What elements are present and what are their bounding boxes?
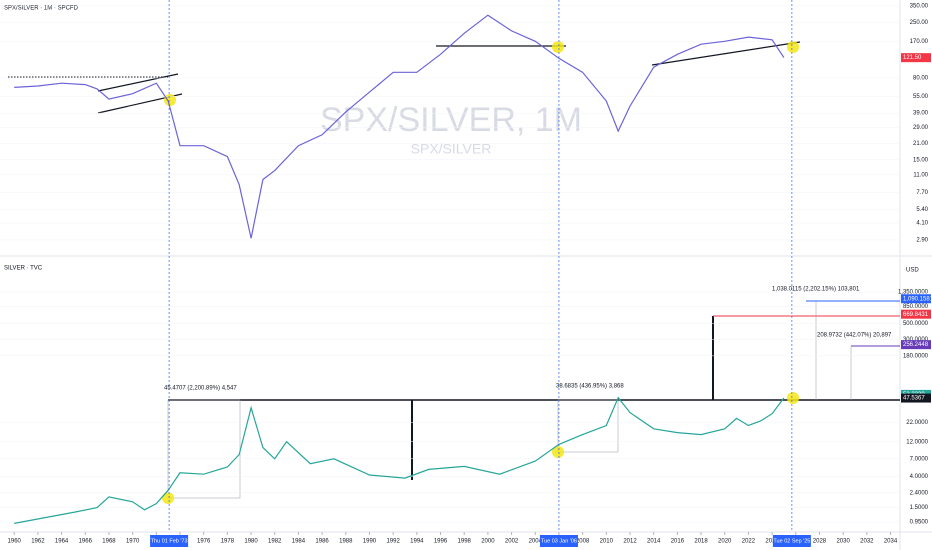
- highlight-circle: [787, 41, 799, 53]
- y-tick-label: 7.70: [916, 190, 928, 196]
- date-marker-box: [539, 535, 578, 547]
- measure-label: 208.9732 (442.07%) 20,897: [817, 333, 892, 339]
- price-label-box: [901, 309, 931, 319]
- x-tick-label: 2008: [576, 539, 590, 545]
- x-tick-label: 1976: [197, 539, 211, 545]
- y-tick-label: 250.00: [910, 20, 929, 26]
- x-tick-label: 1964: [55, 539, 69, 545]
- pane-title: SILVER · TVC: [4, 266, 43, 272]
- price-label-box: [901, 53, 931, 63]
- x-tick-label: 2028: [813, 539, 827, 545]
- x-tick-label: 2012: [623, 539, 637, 545]
- x-tick-label: 2010: [600, 539, 614, 545]
- y-tick-label: 170.00: [910, 39, 929, 45]
- x-tick-label: 1960: [8, 539, 22, 545]
- price-label: 47.5367: [903, 396, 925, 402]
- y-tick-label: 80.00: [913, 76, 929, 82]
- highlight-circle: [164, 94, 176, 106]
- x-tick-label: 2000: [481, 539, 495, 545]
- x-tick-label: 1984: [292, 539, 306, 545]
- price-line: [14, 396, 785, 524]
- highlight-circle: [552, 41, 564, 53]
- x-tick-label: 1962: [31, 539, 45, 545]
- y-tick-label: 21.00: [913, 141, 929, 147]
- date-marker-box: [772, 535, 811, 547]
- x-tick-label: 2002: [505, 539, 519, 545]
- x-tick-label: 2034: [884, 539, 898, 545]
- y-tick-label: 39.00: [913, 111, 929, 117]
- price-label: 256.2448: [903, 342, 929, 348]
- y-tick-label: 1,350.0000: [898, 290, 929, 296]
- watermark-sub: SPX/SILVER: [411, 141, 492, 157]
- trend-line: [651, 41, 801, 66]
- price-label-box: [901, 294, 931, 304]
- y-tick-label: 1.5000: [910, 505, 929, 511]
- highlight-circle: [787, 392, 799, 404]
- price-label: 121.50: [903, 55, 922, 61]
- x-tick-label: 2024: [765, 539, 779, 545]
- date-marker-box: [150, 535, 189, 547]
- measure-box: [557, 399, 619, 453]
- y-tick-label: 4.0000: [910, 474, 929, 480]
- x-tick-label: 1980: [244, 539, 258, 545]
- pane-title: SPX/SILVER · 1M · SPCFD: [4, 6, 79, 12]
- date-marker-label: Tue 03 Jan '06: [541, 538, 577, 544]
- price-label-box: [901, 340, 931, 350]
- x-tick-label: 1988: [339, 539, 353, 545]
- x-tick-label: 1996: [434, 539, 448, 545]
- x-tick-label: 2004: [529, 539, 543, 545]
- y-tick-label: 12.0000: [906, 439, 928, 445]
- price-label: 1,090.1581: [903, 296, 932, 302]
- y-tick-label: 7.0000: [910, 456, 929, 462]
- y-tick-label: 22.0000: [906, 420, 928, 426]
- y-tick-label: 500.0000: [903, 321, 929, 327]
- measure-label: 45.4707 (2,200.89%) 4,547: [164, 386, 237, 392]
- date-marker-label: Thu 01 Feb '73: [151, 538, 188, 544]
- watermark: SPX/SILVER, 1M: [320, 101, 582, 139]
- y-tick-label: 4.10: [916, 221, 928, 227]
- measure-label: 1,038.0115 (2,202.15%) 103,801: [772, 287, 860, 293]
- date-marker-label: Tue 02 Sep '25: [773, 538, 810, 544]
- price-label: 669.8431: [903, 312, 929, 318]
- y-tick-label: 2.90: [916, 238, 928, 244]
- x-tick-label: 1986: [315, 539, 329, 545]
- trend-line: [97, 73, 179, 92]
- highlight-circle: [552, 446, 564, 458]
- x-tick-label: 2018: [694, 539, 708, 545]
- y-tick-label: 850.0000: [903, 304, 929, 310]
- x-tick-label: 1992: [386, 539, 400, 545]
- y-tick-label: 11.00: [913, 172, 928, 178]
- x-tick-label: 1978: [221, 539, 235, 545]
- price-line: [14, 14, 785, 239]
- x-tick-label: 1966: [79, 539, 93, 545]
- y-tick-label: 0.9500: [910, 520, 929, 526]
- price-label-box: [901, 393, 931, 403]
- y-tick-label: 15.00: [913, 157, 929, 163]
- x-tick-label: 1968: [102, 539, 116, 545]
- y-tick-label: 29.00: [913, 125, 929, 131]
- x-tick-label: 1994: [410, 539, 424, 545]
- x-tick-label: 2022: [742, 539, 756, 545]
- x-tick-label: 1970: [126, 539, 140, 545]
- x-tick-label: 2016: [671, 539, 685, 545]
- measure-label: 38.6835 (436.95%) 3,868: [556, 384, 624, 390]
- x-tick-label: 2032: [860, 539, 874, 545]
- y-tick-label: 350.00: [910, 4, 929, 10]
- x-tick-label: 2020: [718, 539, 732, 545]
- x-tick-label: 1982: [268, 539, 282, 545]
- x-tick-label: 1990: [363, 539, 377, 545]
- y-tick-label: 180.0000: [903, 353, 929, 359]
- x-tick-label: 2014: [647, 539, 661, 545]
- y-tick-label: 2.4000: [910, 490, 929, 496]
- y-tick-label: 5.40: [916, 207, 928, 213]
- unit-label: USD: [906, 268, 919, 274]
- x-tick-label: 2030: [836, 539, 850, 545]
- y-tick-label: 55.00: [913, 94, 929, 100]
- highlight-circle: [162, 492, 174, 504]
- x-tick-label: 1998: [458, 539, 472, 545]
